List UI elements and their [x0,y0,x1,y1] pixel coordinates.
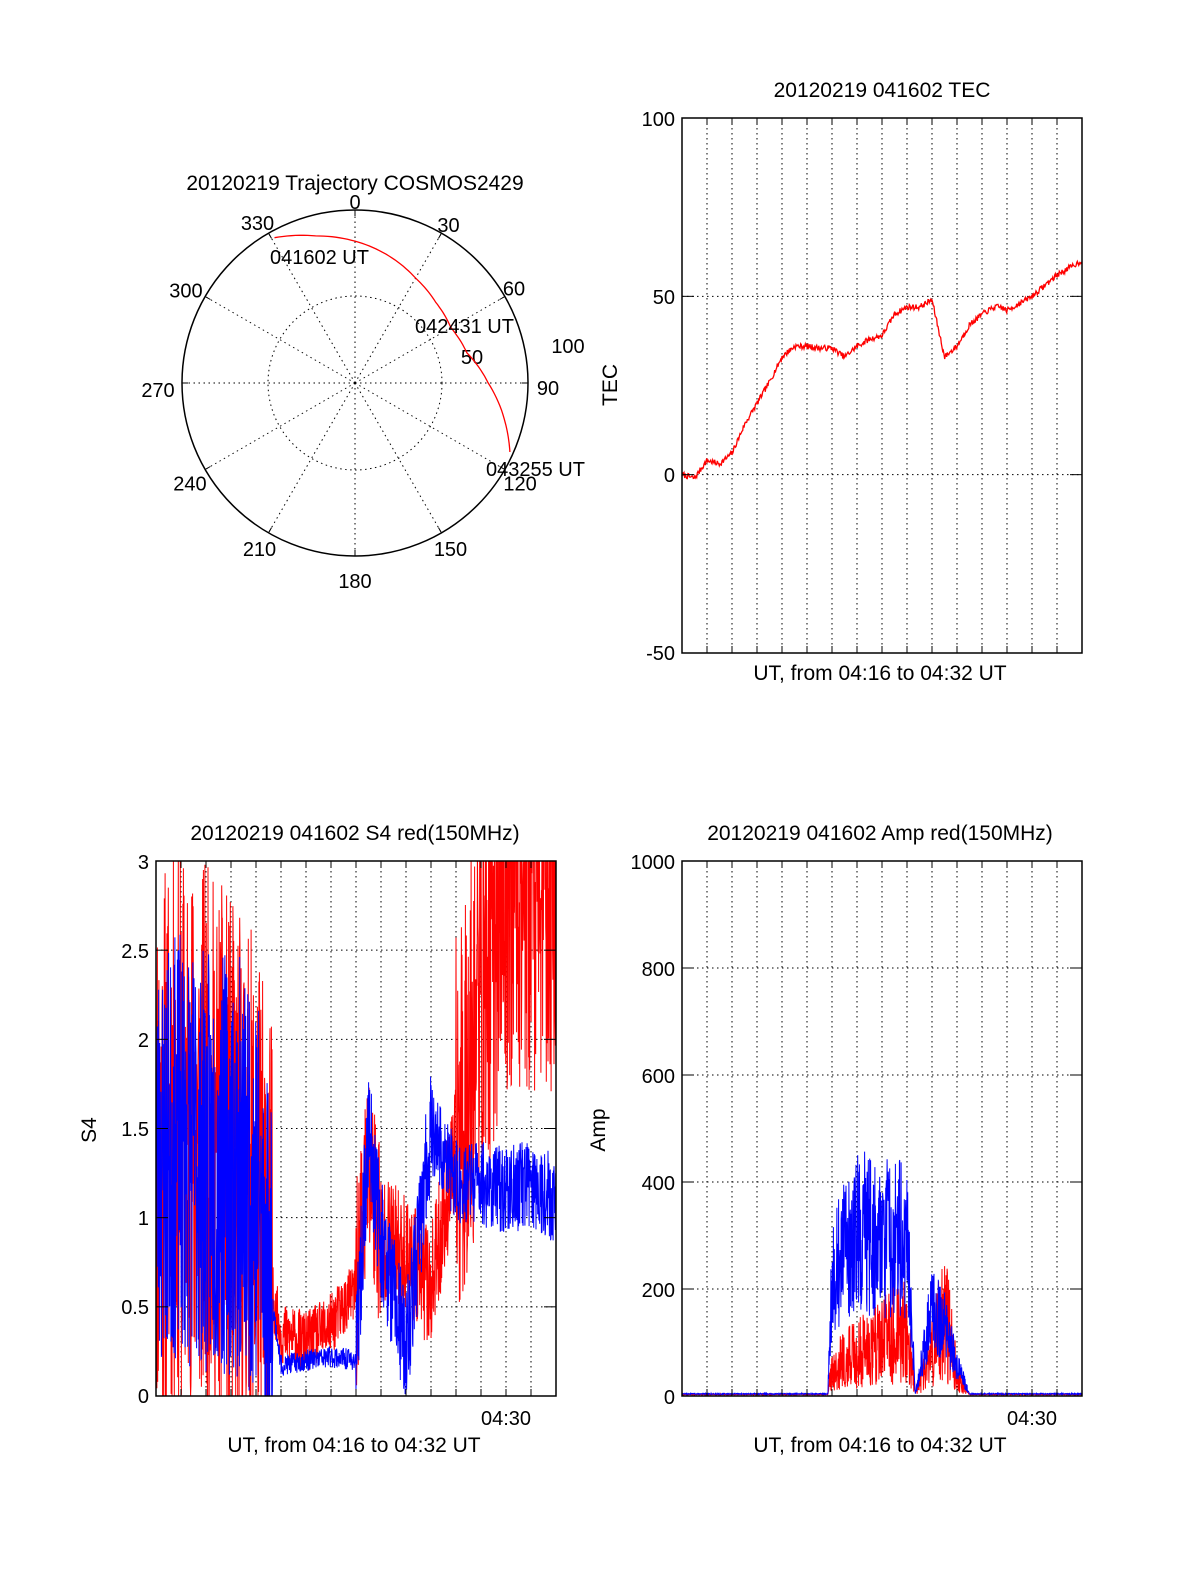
s4-xtick-0430: 04:30 [481,1408,531,1430]
polar-azimuth-labels: 0 30 60 90 120 150 180 210 240 270 300 330 [141,192,559,593]
tec-ylabel: TEC [599,364,622,406]
s4-ytick-2-5: 2.5 [121,941,149,963]
polar-azimuth-label-0: 0 [349,192,360,214]
polar-spoke-300 [204,296,356,384]
amp-ylabel: Amp [587,1108,610,1151]
s4-ticks [156,860,556,1397]
polar-tick-120 [499,466,506,470]
polar-tick-210 [268,527,272,534]
polar-annotation-end: 043255 UT [486,459,585,481]
polar-azimuth-label-120: 120 [503,474,536,496]
polar-spoke-240 [204,382,356,470]
polar-tick-330 [268,232,272,239]
s4-ytick-0-5: 0.5 [121,1297,149,1319]
polar-tick-60 [499,296,506,300]
polar-azimuth-label-180: 180 [338,571,371,593]
polar-spoke-30 [354,232,442,384]
polar-tick-300 [204,296,211,300]
polar-spoke-210 [268,382,356,534]
polar-panel: 20120219 Trajectory COSMOS2429 0 30 60 90 12… [141,172,585,593]
tec-grid [682,118,1082,653]
amp-blue-series-line [682,1151,1082,1396]
s4-ytick-3: 3 [138,852,149,874]
polar-azimuth-label-90: 90 [537,378,559,400]
polar-azimuth-label-150: 150 [434,539,467,561]
polar-range-label-100: 100 [551,336,584,358]
tec-ticks [682,117,1082,654]
polar-azimuth-label-240: 240 [173,474,206,496]
s4-xlabel: UT, from 04:16 to 04:32 UT [227,1434,480,1457]
amp-title: 20120219 041602 Amp red(150MHz) [707,822,1053,845]
polar-tick-240 [204,466,211,470]
polar-azimuth-label-60: 60 [503,279,525,301]
amp-ticks [682,860,1082,1397]
amp-ytick-0: 0 [664,1387,675,1409]
s4-panel: 20120219 041602 S4 red(150MHz) 3 2.5 2 1… [78,822,557,1457]
polar-outer-circle [181,209,529,557]
s4-title: 20120219 041602 S4 red(150MHz) [190,822,519,845]
polar-azimuth-label-30: 30 [437,215,459,237]
tec-ytick-neg50: -50 [646,643,675,665]
polar-spoke-330 [268,232,356,384]
polar-annotation-start: 041602 UT [270,247,369,269]
polar-tick-30 [438,232,442,239]
polar-tick-150 [438,527,442,534]
polar-azimuth-label-270: 270 [141,380,174,402]
polar-trajectory-line [274,234,511,453]
amp-ytick-600: 600 [642,1066,675,1088]
s4-ytick-2: 2 [138,1030,149,1052]
s4-ytick-1-5: 1.5 [121,1119,149,1141]
polar-azimuth-label-330: 330 [241,213,274,235]
amp-ytick-200: 200 [642,1280,675,1302]
tec-ytick-0: 0 [664,465,675,487]
polar-inner-circle [267,295,443,471]
tec-xlabel: UT, from 04:16 to 04:32 UT [753,662,1006,685]
polar-azimuth-label-300: 300 [169,281,202,303]
tec-ytick-100: 100 [642,109,675,131]
s4-ytick-0: 0 [138,1386,149,1408]
tec-title: 20120219 041602 TEC [774,79,991,102]
polar-annotation-mid: 042431 UT [415,316,514,338]
amp-xlabel: UT, from 04:16 to 04:32 UT [753,1434,1006,1457]
amp-ytick-800: 800 [642,959,675,981]
s4-ytick-1: 1 [138,1208,149,1230]
tec-ytick-50: 50 [653,287,675,309]
s4-ylabel: S4 [78,1117,101,1143]
amp-xtick-0430: 04:30 [1007,1408,1057,1430]
polar-title: 20120219 Trajectory COSMOS2429 [186,172,523,195]
tec-panel: 20120219 041602 TEC 100 50 0 -50 TEC UT,… [599,79,1083,685]
amp-ytick-1000: 1000 [631,852,676,874]
amp-ytick-400: 400 [642,1173,675,1195]
tec-series-line [681,259,1083,480]
polar-azimuth-label-210: 210 [243,539,276,561]
amp-panel: 20120219 041602 Amp red(150MHz) 1000 800… [587,822,1083,1457]
s4-blue-series-line [156,934,556,1396]
